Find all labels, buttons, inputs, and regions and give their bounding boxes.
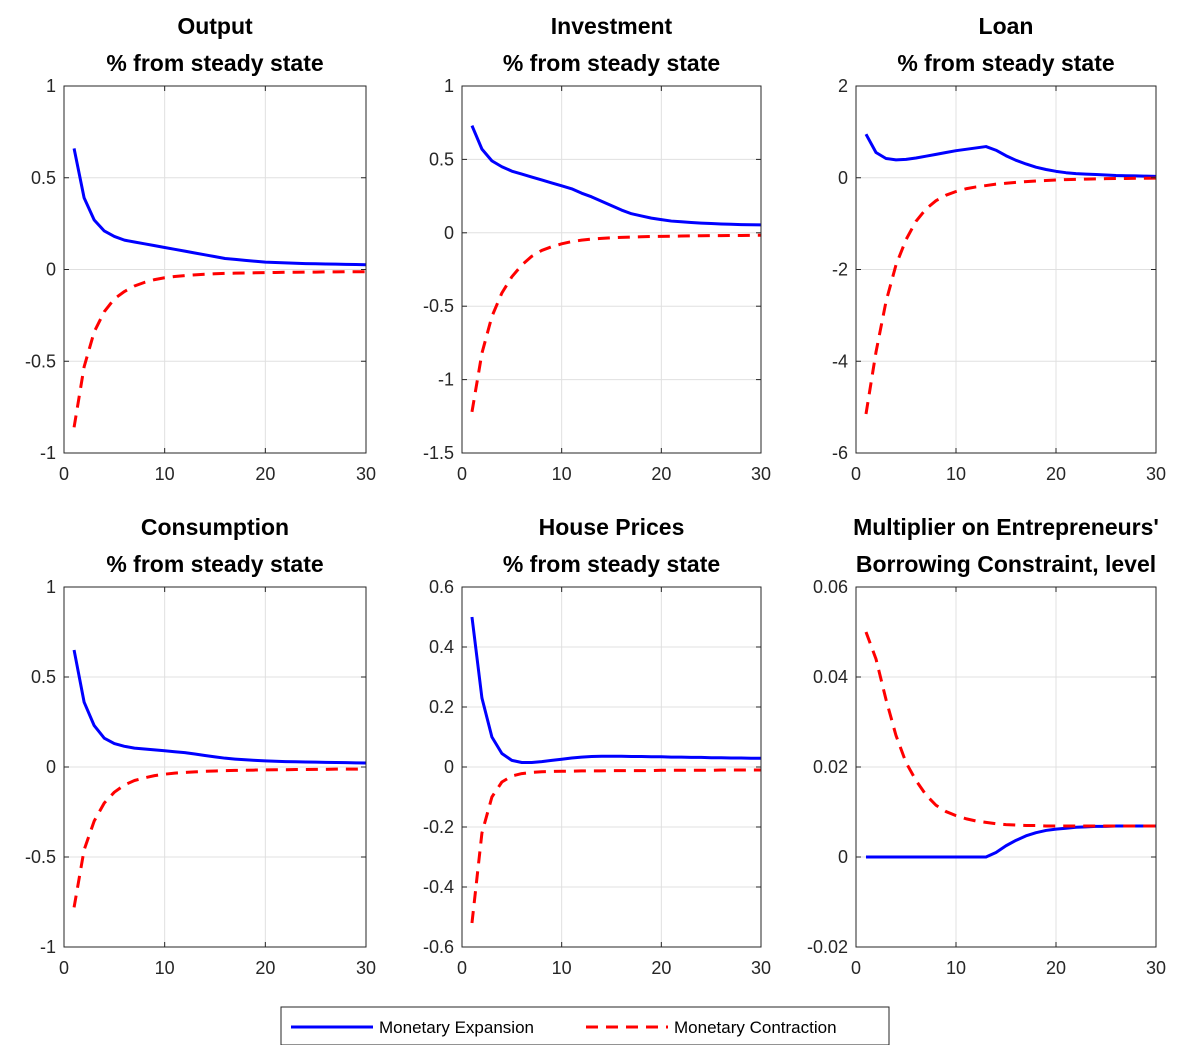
chart-subtitle: % from steady state xyxy=(897,50,1114,76)
series-line-monetary-contraction xyxy=(72,270,366,428)
x-tick-label: 30 xyxy=(356,464,376,484)
series-line-monetary-contraction xyxy=(864,631,1156,828)
y-tick-label: -0.2 xyxy=(423,817,454,837)
y-tick-label: 1 xyxy=(46,577,56,597)
y-tick-label: -1 xyxy=(438,370,454,390)
x-tick-label: 30 xyxy=(751,958,771,978)
chart-title: Consumption xyxy=(141,514,289,540)
chart-panel-3: 0 10 20 30 -6 -4 -2 0 2 Loan % from steady state xyxy=(832,13,1166,484)
y-tick-label: -0.6 xyxy=(423,937,454,957)
legend: Monetary Expansion Monetary Contraction xyxy=(280,1006,890,1045)
chart-subtitle: % from steady state xyxy=(106,551,323,577)
axes-box xyxy=(461,85,762,454)
y-tick-label: 0 xyxy=(838,168,848,188)
x-tick-label: 0 xyxy=(457,958,467,978)
y-tick-label: 2 xyxy=(838,76,848,96)
chart-title: House Prices xyxy=(539,514,685,540)
x-tick-label: 0 xyxy=(851,958,861,978)
chart-panel-5: 0 10 20 30 -0.6 -0.4 -0.2 0 0.2 0.4 0.6 House Price… xyxy=(423,514,771,978)
y-tick-label: -0.5 xyxy=(25,351,56,371)
series-line-monetary-expansion xyxy=(72,649,367,765)
y-tick-label: -1.5 xyxy=(423,443,454,463)
x-tick-label: 20 xyxy=(651,464,671,484)
y-tick-label: -0.5 xyxy=(25,847,56,867)
legend-label-contraction: Monetary Contraction xyxy=(674,1018,837,1037)
y-tick-label: 0 xyxy=(838,847,848,867)
chart-panel-4: 0 10 20 30 -1 -0.5 0 0.5 1 Consumption % from stea… xyxy=(25,514,376,978)
chart-title: Multiplier on Entrepreneurs' xyxy=(853,514,1159,540)
y-tick-label: 0 xyxy=(46,260,56,280)
y-tick-label: -1 xyxy=(40,937,56,957)
y-tick-label: 0.06 xyxy=(813,577,848,597)
x-tick-label: 30 xyxy=(751,464,771,484)
y-tick-label: 0 xyxy=(444,757,454,777)
x-tick-label: 10 xyxy=(946,464,966,484)
chart-subtitle: % from steady state xyxy=(106,50,323,76)
chart-panel-1: 0 10 20 30 -1 -0.5 0 0.5 1 Output % from steady st… xyxy=(25,13,376,484)
x-tick-label: 10 xyxy=(155,958,175,978)
chart-title: Output xyxy=(177,13,253,39)
x-tick-label: 20 xyxy=(1046,958,1066,978)
x-tick-label: 0 xyxy=(457,464,467,484)
plot-area xyxy=(462,86,761,453)
x-tick-label: 20 xyxy=(255,958,275,978)
x-tick-label: 0 xyxy=(59,464,69,484)
chart-subtitle: Borrowing Constraint, level xyxy=(856,551,1156,577)
x-tick-label: 30 xyxy=(1146,464,1166,484)
y-tick-label: 0.04 xyxy=(813,667,848,687)
y-tick-label: 0.5 xyxy=(31,168,56,188)
series-line-monetary-contraction xyxy=(470,768,761,924)
y-tick-label: 0.5 xyxy=(31,667,56,687)
series-line-monetary-expansion xyxy=(864,133,1157,178)
legend-box xyxy=(280,1006,890,1045)
series-line-monetary-contraction xyxy=(72,767,367,908)
x-tick-label: 30 xyxy=(356,958,376,978)
y-tick-label: -2 xyxy=(832,260,848,280)
x-tick-label: 10 xyxy=(155,464,175,484)
chart-title: Loan xyxy=(979,13,1034,39)
x-tick-label: 0 xyxy=(851,464,861,484)
y-tick-label: 0.6 xyxy=(429,577,454,597)
series-line-monetary-expansion xyxy=(470,616,761,764)
y-tick-label: 0.4 xyxy=(429,637,454,657)
x-tick-label: 20 xyxy=(1046,464,1066,484)
chart-title: Investment xyxy=(551,13,673,39)
x-tick-label: 20 xyxy=(255,464,275,484)
x-tick-label: 10 xyxy=(946,958,966,978)
series-line-monetary-expansion xyxy=(470,125,762,227)
x-tick-label: 30 xyxy=(1146,958,1166,978)
x-tick-label: 20 xyxy=(651,958,671,978)
y-tick-label: -0.02 xyxy=(807,937,848,957)
y-tick-label: -0.4 xyxy=(423,877,454,897)
x-tick-label: 10 xyxy=(552,464,572,484)
y-tick-label: 0.2 xyxy=(429,697,454,717)
y-tick-label: -6 xyxy=(832,443,848,463)
chart-subtitle: % from steady state xyxy=(503,50,720,76)
y-tick-label: 0.02 xyxy=(813,757,848,777)
chart-subtitle: % from steady state xyxy=(503,551,720,577)
y-tick-label: 0 xyxy=(46,757,56,777)
y-tick-label: -0.5 xyxy=(423,296,454,316)
x-tick-label: 0 xyxy=(59,958,69,978)
series-line-monetary-contraction xyxy=(864,176,1157,415)
y-tick-label: 1 xyxy=(444,76,454,96)
x-tick-label: 10 xyxy=(552,958,572,978)
y-tick-label: 0.5 xyxy=(429,149,454,169)
y-tick-label: 0 xyxy=(444,223,454,243)
y-tick-label: -1 xyxy=(40,443,56,463)
chart-panel-2: 0 10 20 30 -1.5 -1 -0.5 0 0.5 1 Investment % from s… xyxy=(423,13,771,484)
y-tick-label: 1 xyxy=(46,76,56,96)
legend-label-expansion: Monetary Expansion xyxy=(379,1018,534,1037)
y-tick-label: -4 xyxy=(832,351,848,371)
series-line-monetary-expansion xyxy=(72,148,367,267)
